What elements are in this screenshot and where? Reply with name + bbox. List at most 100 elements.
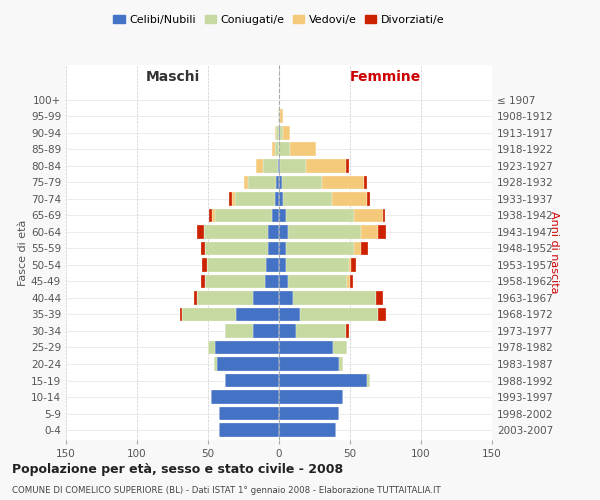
Bar (272, 208, 279, 222)
Bar (379, 225, 386, 238)
Bar (283, 126, 290, 140)
Bar (268, 242, 279, 255)
Bar (282, 176, 322, 189)
Bar (279, 407, 338, 420)
Bar (286, 208, 354, 222)
Bar (296, 324, 346, 338)
Bar (205, 242, 268, 255)
Bar (301, 308, 379, 321)
Bar (225, 324, 253, 338)
Bar (272, 142, 275, 156)
Bar (211, 390, 279, 404)
Bar (332, 192, 367, 205)
Bar (201, 274, 205, 288)
Bar (279, 424, 336, 437)
Bar (236, 308, 279, 321)
Bar (263, 159, 278, 172)
Bar (256, 159, 263, 172)
Legend: Celibi/Nubili, Coniugati/e, Vedovi/e, Divorziati/e: Celibi/Nubili, Coniugati/e, Vedovi/e, Di… (109, 10, 449, 29)
Bar (347, 274, 350, 288)
Bar (220, 424, 279, 437)
Bar (361, 242, 368, 255)
Y-axis label: Fasce di età: Fasce di età (18, 220, 28, 286)
Bar (279, 159, 280, 172)
Bar (253, 291, 279, 304)
Bar (279, 176, 282, 189)
Bar (354, 208, 383, 222)
Bar (182, 308, 236, 321)
Bar (306, 159, 346, 172)
Bar (215, 208, 272, 222)
Bar (352, 258, 356, 272)
Bar (212, 208, 215, 222)
Bar (279, 225, 287, 238)
Bar (367, 374, 370, 388)
Bar (286, 242, 354, 255)
Bar (376, 291, 383, 304)
Bar (266, 258, 279, 272)
Bar (350, 274, 353, 288)
Bar (179, 308, 182, 321)
Bar (287, 274, 347, 288)
Bar (280, 110, 283, 123)
Bar (383, 208, 385, 222)
Bar (265, 274, 279, 288)
Bar (364, 176, 367, 189)
Bar (206, 258, 266, 272)
Bar (278, 110, 279, 123)
Bar (279, 374, 367, 388)
Bar (279, 390, 343, 404)
Bar (346, 159, 349, 172)
Bar (279, 126, 280, 140)
Bar (367, 192, 370, 205)
Bar (197, 291, 253, 304)
Bar (283, 192, 332, 205)
Bar (214, 357, 217, 371)
Bar (276, 126, 279, 140)
Bar (361, 225, 379, 238)
Bar (268, 225, 279, 238)
Bar (248, 176, 276, 189)
Bar (346, 324, 349, 338)
Bar (275, 192, 279, 205)
Bar (286, 258, 349, 272)
Bar (279, 308, 301, 321)
Bar (209, 208, 212, 222)
Bar (194, 291, 197, 304)
Bar (278, 159, 279, 172)
Bar (205, 274, 265, 288)
Bar (275, 142, 279, 156)
Bar (225, 374, 279, 388)
Text: Femmine: Femmine (350, 70, 421, 84)
Bar (279, 258, 286, 272)
Bar (279, 324, 296, 338)
Bar (279, 192, 283, 205)
Bar (208, 340, 215, 354)
Bar (201, 242, 205, 255)
Bar (333, 340, 347, 354)
Bar (204, 225, 268, 238)
Bar (349, 258, 352, 272)
Bar (220, 407, 279, 420)
Bar (322, 176, 364, 189)
Bar (279, 242, 286, 255)
Bar (202, 258, 206, 272)
Bar (279, 142, 290, 156)
Bar (280, 159, 306, 172)
Text: Maschi: Maschi (145, 70, 200, 84)
Bar (279, 110, 280, 123)
Bar (244, 176, 248, 189)
Bar (280, 126, 283, 140)
Bar (279, 340, 333, 354)
Bar (229, 192, 232, 205)
Bar (197, 225, 204, 238)
Bar (354, 242, 361, 255)
Bar (253, 324, 279, 338)
Bar (275, 126, 276, 140)
Bar (232, 192, 235, 205)
Bar (338, 357, 343, 371)
Bar (276, 176, 279, 189)
Bar (279, 357, 338, 371)
Bar (235, 192, 275, 205)
Bar (290, 142, 316, 156)
